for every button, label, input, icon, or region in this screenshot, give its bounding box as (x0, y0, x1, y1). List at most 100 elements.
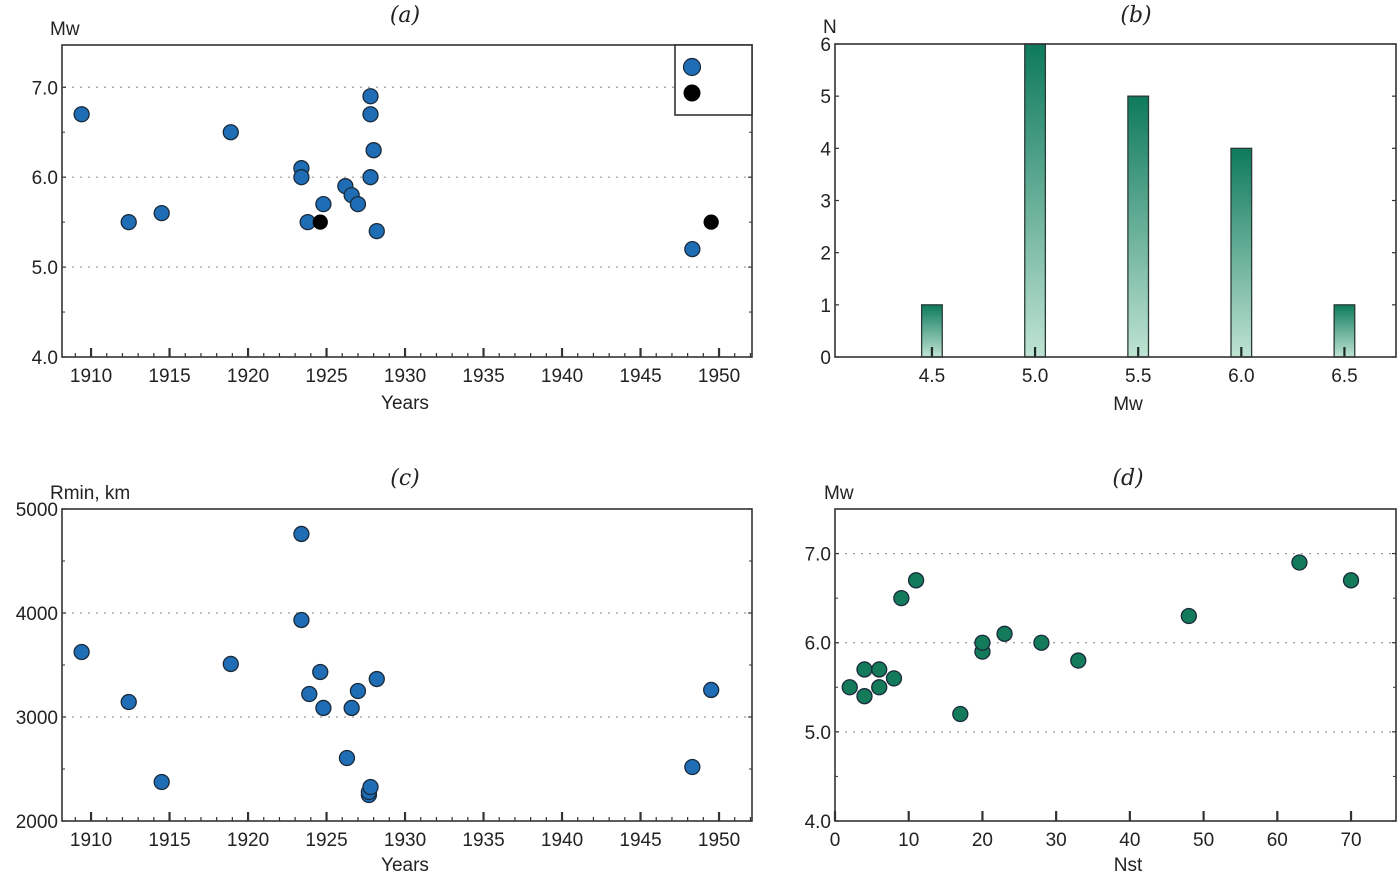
data-point-blue (315, 699, 332, 717)
panel-a-title: (a) (390, 3, 420, 28)
panel-a-plot-frame (61, 44, 753, 358)
y-tick-label: 4.0 (805, 812, 831, 833)
data-point-blue (222, 655, 239, 673)
y-tick-label: 7.0 (32, 78, 58, 99)
panel-b-bars (920, 43, 1356, 358)
y-tick-label: 5.0 (805, 723, 831, 744)
data-point-green (856, 661, 873, 678)
panel-d-points (841, 554, 1360, 723)
data-point-blue (349, 195, 367, 213)
y-tick-label: 6.0 (32, 168, 58, 189)
panel-c-points (73, 525, 720, 804)
data-point-blue (293, 169, 310, 186)
panel-c-gridlines (64, 612, 750, 718)
data-point-green (893, 589, 910, 607)
data-point-blue (73, 643, 90, 661)
data-point-blue (362, 169, 379, 186)
x-tick-label: 60 (1267, 830, 1288, 851)
data-point-blue (343, 699, 360, 717)
x-tick-label: 1910 (70, 366, 112, 387)
histogram-bar (1127, 95, 1150, 358)
panel-c-plot-frame (61, 508, 753, 822)
x-tick-label: 1920 (227, 366, 269, 387)
data-point-green (974, 634, 991, 651)
y-tick-label: 6 (820, 35, 831, 56)
data-point-blue (362, 88, 379, 105)
panel-d-y-axis-title: Mw (824, 483, 854, 504)
y-tick-label: 0 (820, 348, 831, 369)
x-tick-label: 10 (898, 830, 919, 851)
panel-a-ticks: 4.0 5.0 6.0 7.0 1910 1915 1920 1925 1930 1935 1940… (32, 78, 752, 387)
x-tick-label: 1930 (384, 830, 426, 851)
y-tick-label: 4000 (16, 604, 58, 625)
data-point-blue (73, 106, 90, 123)
panel-a-gridlines (64, 86, 750, 268)
x-tick-label: 1915 (148, 366, 190, 387)
panel-b-y-axis-title: N (823, 17, 837, 38)
panel-a-legend (674, 44, 753, 116)
panel-d-plot-frame (834, 508, 1397, 822)
panel-b-title: (b) (1120, 3, 1151, 28)
y-tick-label: 6.0 (805, 634, 831, 655)
data-point-blue (684, 758, 701, 776)
x-tick-label: 5.5 (1125, 366, 1151, 387)
panel-a-y-axis-title: Mw (50, 19, 80, 40)
data-point-blue (153, 773, 170, 791)
panel-b-plot-frame (834, 43, 1397, 358)
data-point-blue (349, 682, 367, 700)
panel-d-gridlines (837, 552, 1394, 733)
data-point-blue (153, 204, 170, 222)
legend-box (674, 44, 753, 116)
y-tick-label: 4.0 (32, 348, 58, 369)
data-point-blue (301, 685, 318, 703)
x-tick-label: 1930 (384, 366, 426, 387)
panel-d-x-axis-title: Nst (1114, 855, 1143, 873)
data-point-blue (338, 749, 356, 767)
data-point-green (996, 625, 1013, 642)
panel-c-y-axis-title: Rmin, km (50, 483, 130, 504)
x-tick-label: 1910 (70, 830, 112, 851)
data-point-green (1291, 554, 1308, 571)
y-tick-label: 4 (820, 139, 831, 160)
y-tick-label: 3000 (16, 708, 58, 729)
x-tick-label: 30 (1046, 830, 1067, 851)
data-point-green (1070, 652, 1087, 669)
panel-c-x-axis-title: Years (381, 855, 429, 873)
data-point-green (885, 670, 903, 687)
y-tick-label: 2 (820, 244, 831, 265)
x-tick-label: 6.5 (1331, 366, 1357, 387)
y-tick-label: 7.0 (805, 545, 831, 566)
panel-a-points (73, 88, 719, 258)
data-point-green (1033, 634, 1050, 651)
x-tick-label: 70 (1340, 830, 1361, 851)
x-tick-label: 1935 (462, 830, 504, 851)
data-point-green (1342, 572, 1360, 589)
x-tick-label: 40 (1119, 830, 1140, 851)
data-point-blue (222, 124, 239, 141)
histogram-bar (1230, 147, 1253, 358)
legend-marker-black (683, 84, 701, 102)
x-tick-label: 1935 (462, 366, 504, 387)
histogram-bar (1024, 43, 1047, 358)
data-point-black (312, 214, 328, 230)
data-point-green (871, 679, 888, 696)
x-tick-label: 1945 (619, 366, 661, 387)
x-tick-label: 1915 (148, 830, 190, 851)
data-point-blue (120, 213, 137, 231)
x-tick-label: 1945 (619, 830, 661, 851)
data-point-blue (120, 693, 137, 711)
data-point-blue (315, 195, 332, 213)
data-point-blue (362, 106, 379, 123)
panel-c-ticks: 2000 3000 4000 5000 1910 1915 1920 1925 1930 1935… (16, 500, 752, 851)
x-tick-label: 1925 (305, 366, 347, 387)
panel-b-histogram: (b) N Mw 0 1 2 3 4 5 6 4.5 5.0 5.5 6.0 6.5 (820, 3, 1397, 415)
data-point-blue (312, 663, 329, 681)
x-tick-label: 1950 (698, 830, 740, 851)
x-tick-label: 1940 (541, 366, 583, 387)
panel-d-title: (d) (1112, 466, 1143, 491)
x-tick-label: 1940 (541, 830, 583, 851)
panel-d-magnitude-vs-nst: (d) Mw Nst 4.0 5.0 6.0 7.0 0 10 20 30 40 50 60 70 (805, 466, 1397, 873)
y-tick-label: 5.0 (32, 258, 58, 279)
y-tick-label: 5000 (16, 500, 58, 521)
legend-marker-blue (682, 57, 702, 77)
